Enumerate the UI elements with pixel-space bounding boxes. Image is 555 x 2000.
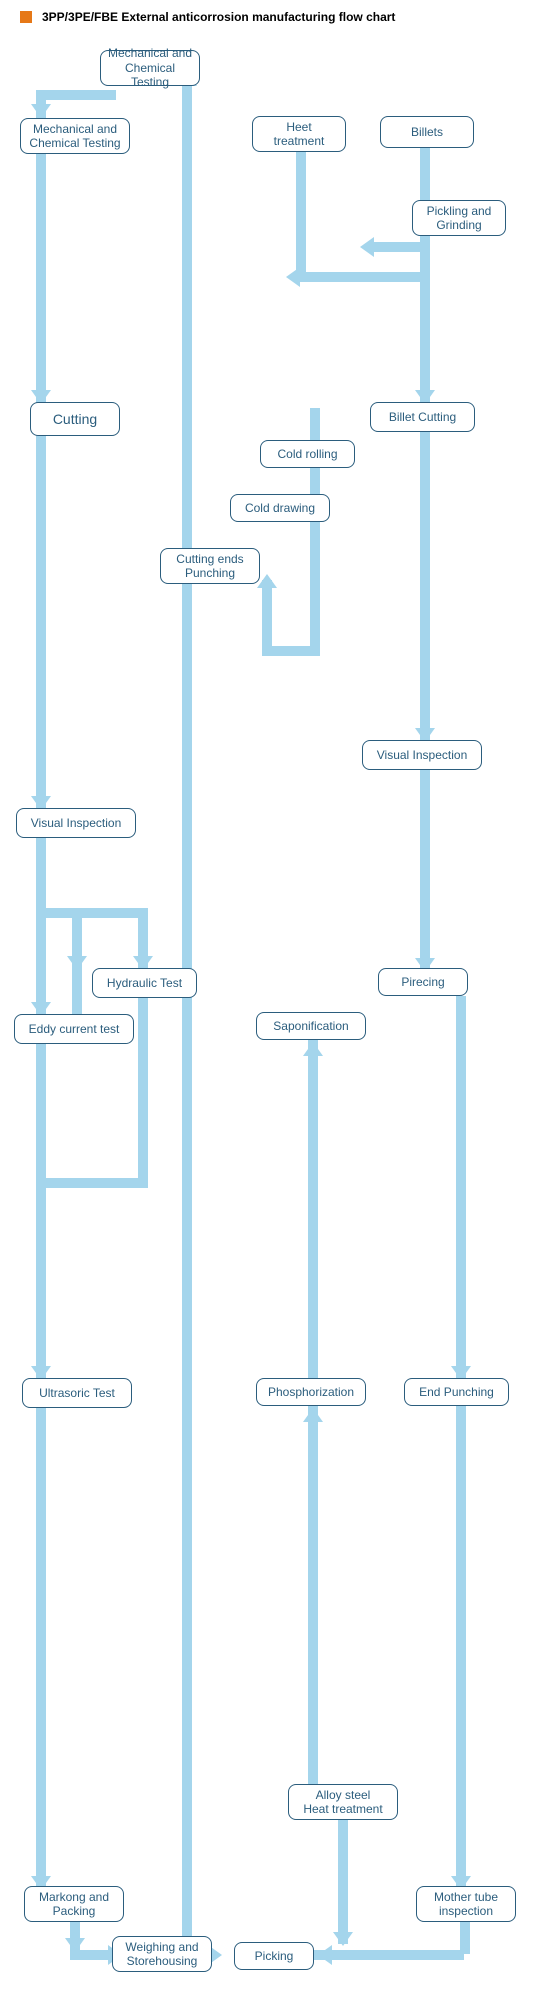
flow-line <box>262 646 320 656</box>
flow-arrow <box>303 1408 323 1422</box>
flow-line <box>314 1950 464 1960</box>
flow-node-markong: Markong andPacking <box>24 1886 124 1922</box>
flow-line <box>36 90 116 100</box>
flow-node-cold_rolling: Cold rolling <box>260 440 355 468</box>
flow-arrow <box>360 237 374 257</box>
flow-node-mech_chem_top: Mechanical andChemical Testing <box>100 50 200 86</box>
flow-node-mother_tube: Mother tubeinspection <box>416 1886 516 1922</box>
flow-line <box>182 72 192 1944</box>
flow-line <box>370 242 420 252</box>
page-title-row: 3PP/3PE/FBE External anticorrosion manuf… <box>20 10 395 24</box>
flow-line <box>308 1406 318 1786</box>
flow-node-cutting_ends: Cutting endsPunching <box>160 548 260 584</box>
flow-line <box>456 996 466 1380</box>
flow-node-alloy_heat: Alloy steelHeat treatment <box>288 1784 398 1820</box>
flow-node-hydraulic: Hydraulic Test <box>92 968 197 998</box>
flow-node-pickling_grind: Pickling andGrinding <box>412 200 506 236</box>
flow-arrow <box>333 1932 353 1946</box>
flow-line <box>420 770 430 970</box>
flow-line <box>338 1820 348 1944</box>
flow-node-phosphorization: Phosphorization <box>256 1378 366 1406</box>
flow-arrow <box>318 1945 332 1965</box>
title-bullet-icon <box>20 11 32 23</box>
flow-line <box>456 1406 466 1888</box>
flow-line <box>308 1040 318 1380</box>
flow-node-eddy: Eddy current test <box>14 1014 134 1044</box>
flow-node-saponification: Saponification <box>256 1012 366 1040</box>
flow-line <box>310 510 320 656</box>
flow-arrow <box>31 104 51 118</box>
page-title: 3PP/3PE/FBE External anticorrosion manuf… <box>42 10 395 24</box>
flow-node-picking: Picking <box>234 1942 314 1970</box>
flow-line <box>36 1178 46 1380</box>
flow-arrow <box>303 1042 323 1056</box>
flow-line <box>36 1178 148 1188</box>
flow-line <box>296 152 306 282</box>
flow-node-billets: Billets <box>380 116 474 148</box>
flow-arrow <box>286 267 300 287</box>
flow-line <box>36 916 46 1016</box>
flow-arrow <box>257 574 277 588</box>
flow-line <box>36 436 46 812</box>
flow-line <box>296 272 430 282</box>
flow-node-visual_left: Visual Inspection <box>16 808 136 838</box>
flow-node-cold_drawing: Cold drawing <box>230 494 330 522</box>
flow-node-end_punching: End Punching <box>404 1378 509 1406</box>
flow-line <box>36 1408 46 1888</box>
flow-node-heet: Heettreatment <box>252 116 346 152</box>
flow-arrow <box>65 1938 85 1952</box>
flow-node-weighing: Weighing andStorehousing <box>112 1936 212 1972</box>
flow-line <box>138 998 148 1184</box>
flow-line <box>36 838 46 916</box>
flow-line <box>262 580 272 656</box>
flow-node-cutting: Cutting <box>30 402 120 436</box>
flow-node-piercing: Pirecing <box>378 968 468 996</box>
flow-node-mech_chem_left: Mechanical andChemical Testing <box>20 118 130 154</box>
flow-line <box>420 236 430 404</box>
flow-arrow <box>67 956 87 970</box>
flow-line <box>420 148 430 202</box>
flow-node-billet_cutting: Billet Cutting <box>370 402 475 432</box>
flow-line <box>420 432 430 742</box>
flow-line <box>36 908 148 918</box>
flow-node-ultrasonic: Ultrasoric Test <box>22 1378 132 1408</box>
flow-node-visual_right: Visual Inspection <box>362 740 482 770</box>
